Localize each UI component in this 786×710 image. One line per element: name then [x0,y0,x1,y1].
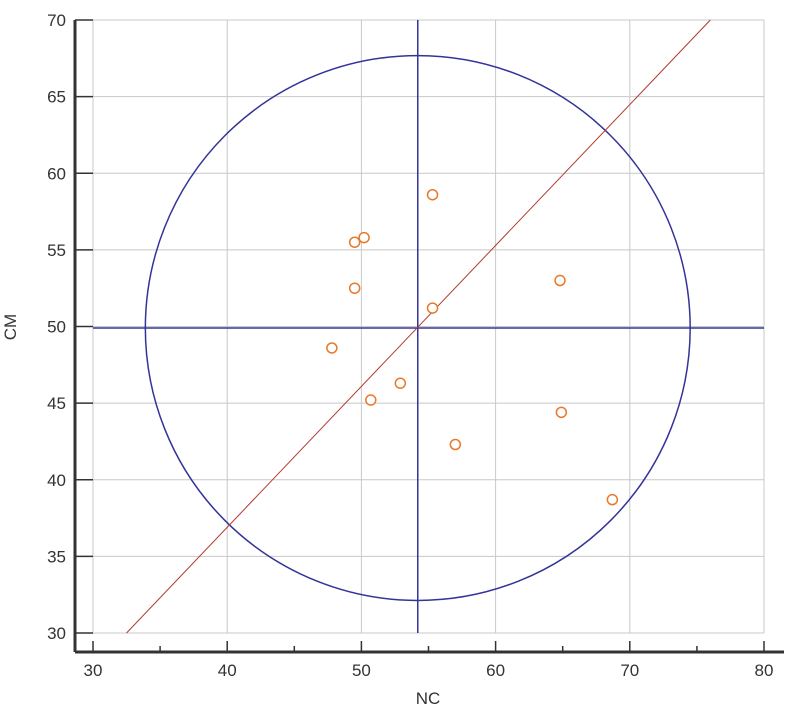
y-axis-title: CM [1,314,20,340]
y-tick-label: 55 [47,241,66,260]
y-tick-label: 35 [47,547,66,566]
data-point [326,342,338,354]
data-point [426,302,439,314]
data-point [555,406,568,419]
y-tick-label: 50 [47,318,66,337]
y-tick-label: 45 [47,394,66,413]
data-points [326,188,619,506]
x-tick-label: 40 [218,661,237,680]
data-point [449,438,462,451]
x-axis-title: NC [416,689,441,708]
data-point [554,274,566,287]
reference-lines [93,19,764,634]
data-point [365,394,377,406]
x-tick-label: 70 [620,661,639,680]
reference-circle [144,54,691,602]
data-point [426,188,439,201]
x-tick-label: 80 [755,661,774,680]
y-tick-label: 65 [47,88,66,107]
x-tick-label: 60 [486,661,505,680]
data-point [606,493,619,506]
identity-line [126,19,711,634]
data-point [348,282,361,294]
data-point [348,236,361,248]
x-tick-label: 30 [84,661,103,680]
y-tick-label: 60 [47,164,66,183]
y-tick-label: 40 [47,471,66,490]
axes: 30 40 50 60 70 80 30 35 40 45 50 55 60 65 70 [47,11,784,680]
data-point [394,377,407,389]
y-tick-label: 70 [47,11,66,30]
grid-lines [92,19,765,634]
x-tick-label: 50 [352,661,371,680]
y-tick-label: 30 [47,624,66,643]
data-point [358,231,370,244]
